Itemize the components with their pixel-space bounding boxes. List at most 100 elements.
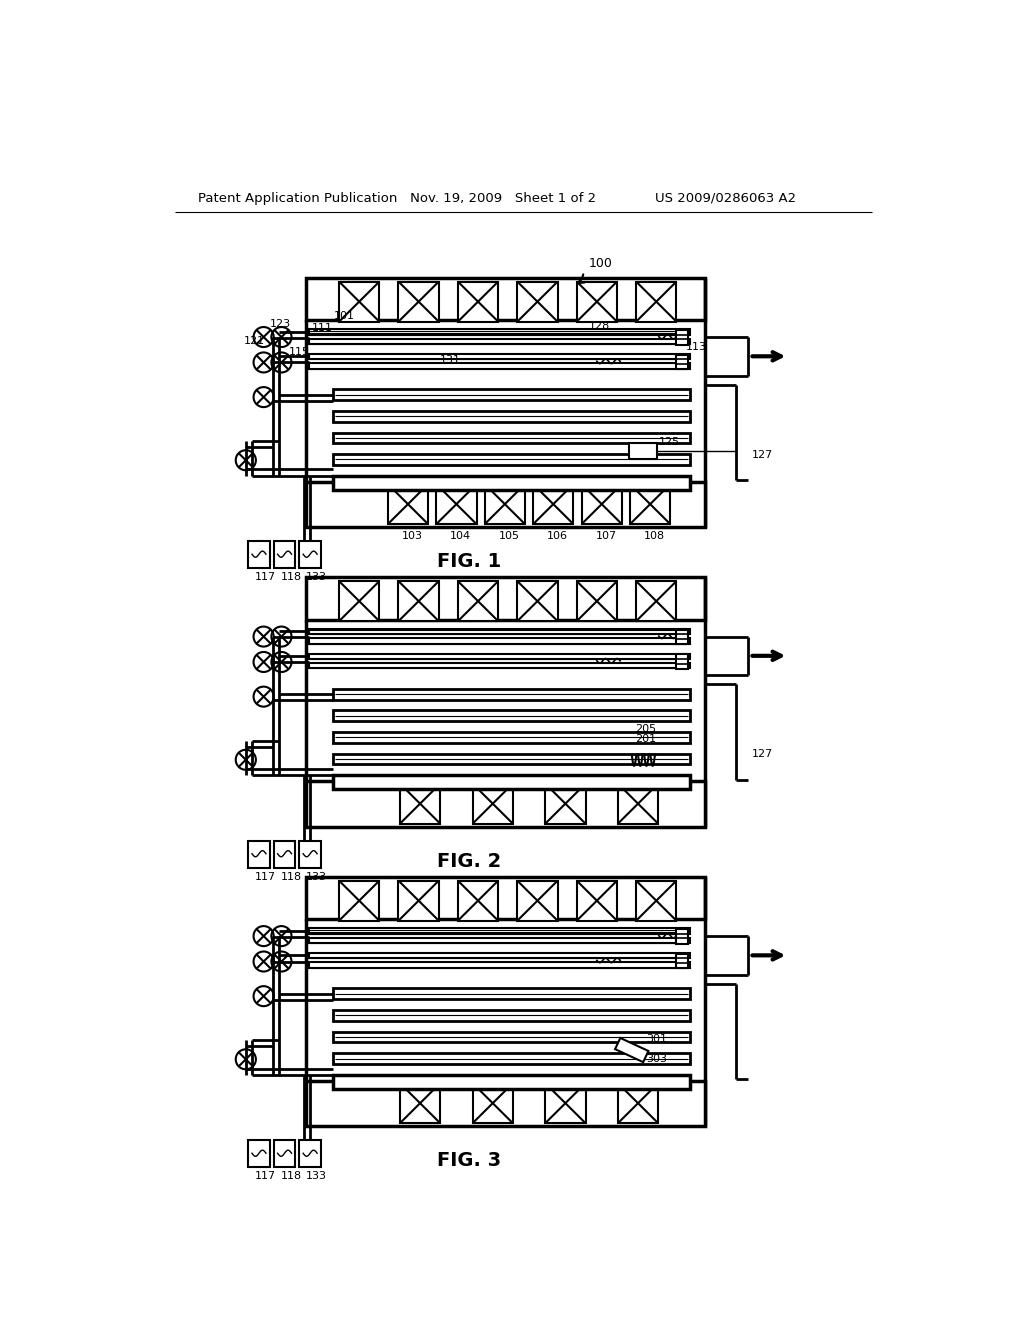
- Text: FIG. 2: FIG. 2: [437, 851, 501, 871]
- Bar: [577, 581, 617, 622]
- Text: 133: 133: [306, 1171, 328, 1181]
- Bar: [308, 628, 690, 635]
- Bar: [248, 1140, 270, 1167]
- Bar: [299, 841, 321, 867]
- Text: 117: 117: [255, 871, 276, 882]
- Bar: [458, 281, 499, 322]
- Bar: [545, 1084, 586, 1123]
- Bar: [582, 484, 622, 524]
- Bar: [676, 630, 687, 644]
- Bar: [334, 475, 690, 490]
- Bar: [334, 1053, 690, 1064]
- Bar: [617, 784, 658, 824]
- Bar: [308, 331, 686, 333]
- Text: 118: 118: [281, 1171, 302, 1181]
- Bar: [339, 581, 379, 622]
- Text: US 2009/0286063 A2: US 2009/0286063 A2: [655, 191, 796, 205]
- Text: 101: 101: [334, 312, 354, 321]
- Bar: [676, 655, 687, 669]
- Bar: [400, 1084, 440, 1123]
- Bar: [398, 581, 438, 622]
- Bar: [306, 577, 706, 619]
- Text: 104: 104: [451, 532, 471, 541]
- Text: 125: 125: [658, 437, 680, 446]
- Bar: [308, 354, 690, 359]
- Text: 301: 301: [646, 1034, 667, 1044]
- Text: 127: 127: [752, 750, 773, 759]
- Text: 127: 127: [752, 450, 773, 459]
- Text: 106: 106: [547, 532, 568, 541]
- Bar: [517, 880, 558, 921]
- Bar: [308, 929, 686, 932]
- Bar: [334, 1074, 690, 1089]
- Bar: [458, 880, 499, 921]
- Text: 131: 131: [440, 355, 462, 366]
- Bar: [398, 281, 438, 322]
- Bar: [334, 710, 690, 721]
- Text: 128: 128: [589, 321, 610, 331]
- Bar: [334, 1010, 690, 1020]
- Bar: [334, 989, 690, 999]
- Text: 108: 108: [644, 532, 665, 541]
- Bar: [473, 784, 513, 824]
- Bar: [534, 484, 573, 524]
- Bar: [388, 484, 428, 524]
- Bar: [308, 638, 690, 644]
- Bar: [339, 281, 379, 322]
- Text: 111: 111: [311, 323, 333, 333]
- Bar: [545, 784, 586, 824]
- Text: 133: 133: [306, 871, 328, 882]
- Text: 303: 303: [646, 1055, 667, 1064]
- Bar: [334, 689, 690, 700]
- Bar: [273, 1140, 295, 1167]
- Bar: [308, 937, 690, 942]
- Bar: [308, 962, 690, 968]
- Bar: [676, 330, 687, 345]
- Bar: [334, 775, 690, 789]
- Bar: [400, 784, 440, 824]
- Text: 117: 117: [255, 573, 276, 582]
- Text: FIG. 1: FIG. 1: [437, 552, 501, 572]
- Text: 133: 133: [306, 573, 328, 582]
- Bar: [334, 389, 690, 400]
- Bar: [473, 1084, 513, 1123]
- Bar: [517, 281, 558, 322]
- Bar: [577, 281, 617, 322]
- Bar: [630, 444, 657, 459]
- Bar: [458, 581, 499, 622]
- Text: 103: 103: [401, 532, 423, 541]
- Bar: [306, 1081, 706, 1126]
- Bar: [306, 781, 706, 826]
- Text: 121: 121: [245, 335, 265, 346]
- Bar: [636, 880, 677, 921]
- Bar: [484, 484, 525, 524]
- Text: FIG. 3: FIG. 3: [437, 1151, 501, 1171]
- Bar: [248, 541, 270, 568]
- Bar: [306, 277, 706, 321]
- Bar: [299, 1140, 321, 1167]
- Bar: [630, 484, 671, 524]
- Bar: [308, 631, 686, 632]
- Bar: [306, 482, 706, 527]
- Bar: [308, 663, 690, 668]
- Bar: [636, 581, 677, 622]
- Bar: [517, 581, 558, 622]
- Bar: [273, 841, 295, 867]
- Bar: [676, 355, 687, 370]
- Text: Patent Application Publication   Nov. 19, 2009   Sheet 1 of 2: Patent Application Publication Nov. 19, …: [198, 191, 596, 205]
- Bar: [398, 880, 438, 921]
- Text: 115: 115: [289, 347, 309, 358]
- Bar: [306, 876, 706, 919]
- Bar: [248, 841, 270, 867]
- Bar: [334, 411, 690, 422]
- Bar: [436, 484, 476, 524]
- Bar: [339, 880, 379, 921]
- Text: 201: 201: [636, 734, 656, 744]
- Bar: [308, 953, 690, 958]
- Bar: [308, 653, 690, 659]
- Bar: [273, 541, 295, 568]
- Bar: [676, 954, 687, 969]
- Text: 123: 123: [270, 319, 291, 329]
- Bar: [334, 433, 690, 444]
- Bar: [308, 928, 690, 933]
